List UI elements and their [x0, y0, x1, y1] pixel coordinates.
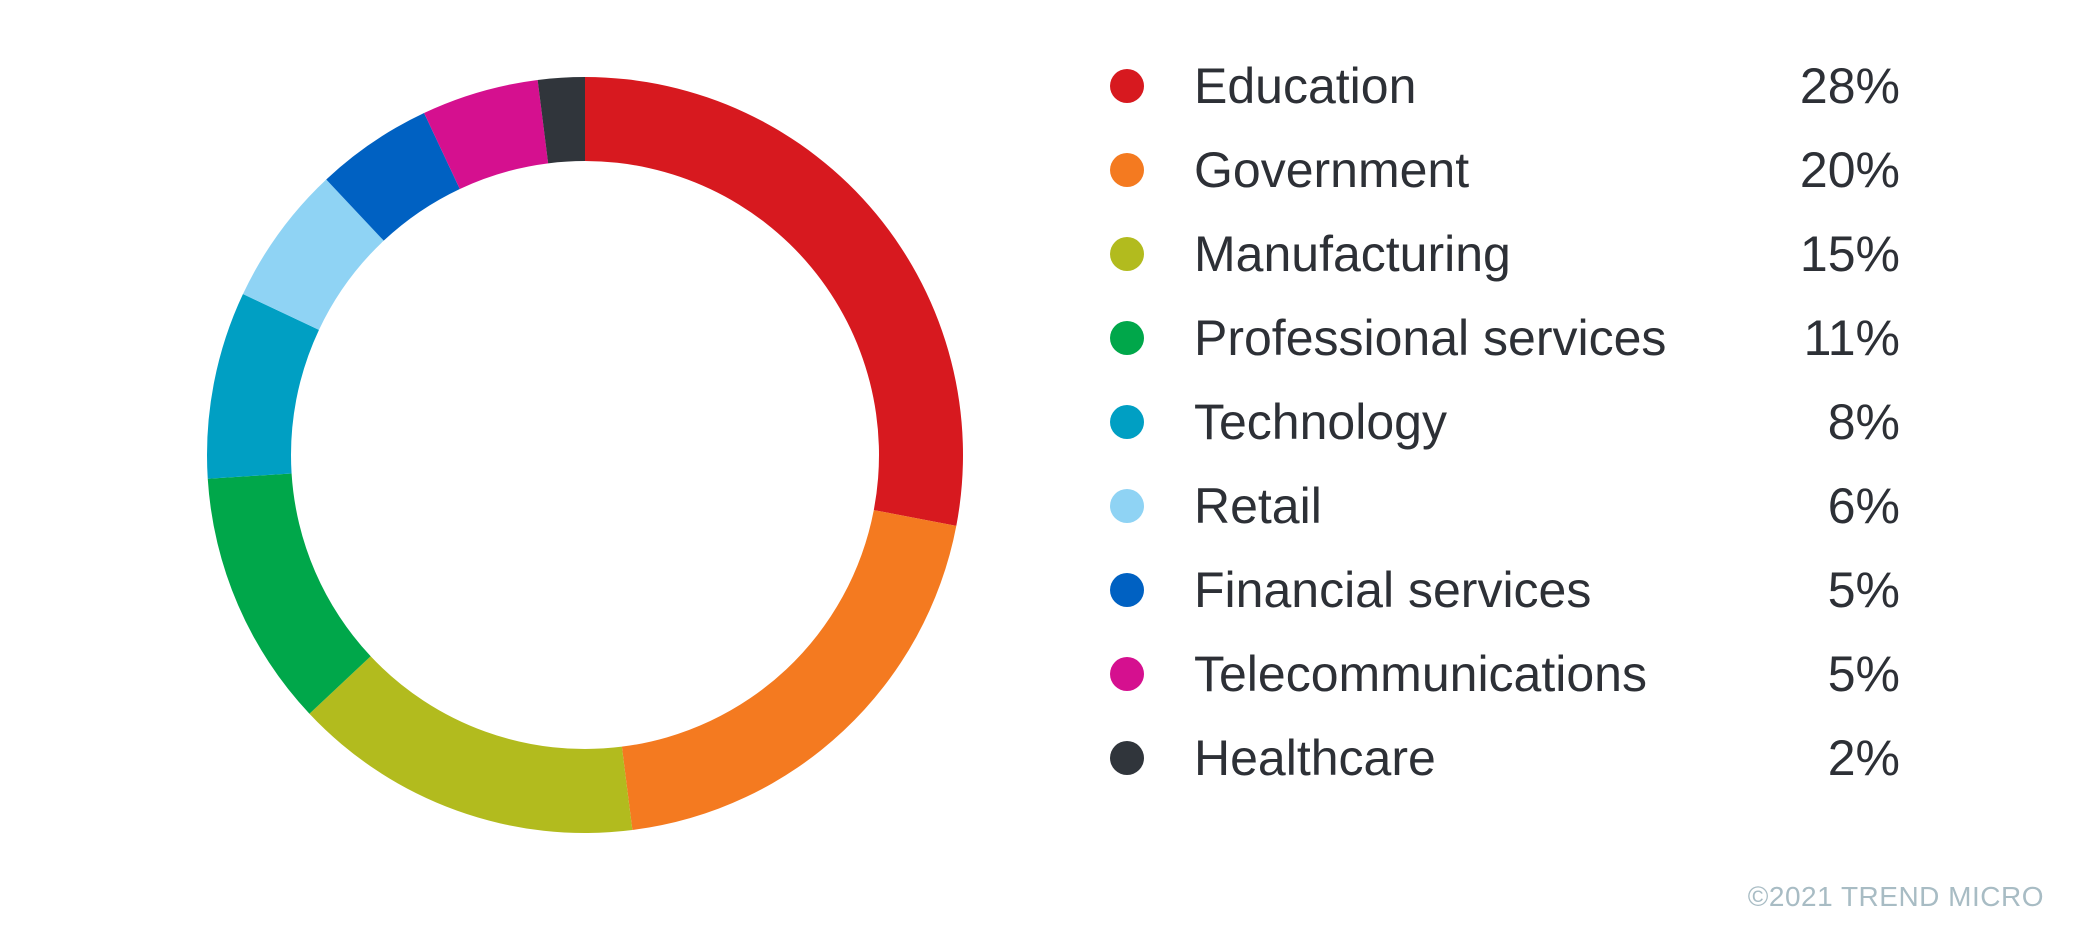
legend-swatch-professional-services [1110, 321, 1144, 355]
legend-label-government: Government [1194, 142, 1470, 198]
legend-value-government: 20% [1799, 142, 1900, 198]
legend-swatch-education [1110, 69, 1144, 103]
legend-swatch-government [1110, 153, 1144, 187]
legend-item-financial-services: Financial services 5% [1100, 548, 1900, 632]
legend-label-telecommunications: Telecommunications [1194, 646, 1647, 702]
legend-value-professional-services: 11% [1803, 310, 1900, 366]
legend-label-professional-services: Professional services [1194, 310, 1667, 366]
legend-label-technology: Technology [1194, 394, 1447, 450]
legend-value-technology: 8% [1827, 394, 1900, 450]
legend-label-financial-services: Financial services [1194, 562, 1592, 618]
copyright-notice: ©2021 TREND MICRO [1747, 881, 2044, 912]
legend-swatch-healthcare [1110, 741, 1144, 775]
legend-label-retail: Retail [1194, 478, 1322, 534]
legend-item-manufacturing: Manufacturing 15% [1100, 212, 1900, 296]
legend-value-education: 28% [1799, 58, 1900, 114]
donut-slice-technology [206, 294, 319, 479]
legend-label-manufacturing: Manufacturing [1194, 226, 1511, 282]
legend-swatch-technology [1110, 405, 1144, 439]
donut-slice-healthcare [537, 77, 585, 164]
legend-item-education: Education 28% [1100, 44, 1900, 128]
legend-item-retail: Retail 6% [1100, 464, 1900, 548]
legend-swatch-financial-services [1110, 573, 1144, 607]
legend-value-manufacturing: 15% [1799, 226, 1900, 282]
legend-value-financial-services: 5% [1827, 562, 1900, 618]
legend-value-retail: 6% [1827, 478, 1900, 534]
legend-swatch-retail [1110, 489, 1144, 523]
legend-item-telecommunications: Telecommunications 5% [1100, 632, 1900, 716]
legend-value-healthcare: 2% [1827, 730, 1900, 786]
legend-item-technology: Technology 8% [1100, 380, 1900, 464]
legend-value-telecommunications: 5% [1827, 646, 1900, 702]
legend: Education 28% Government 20% Manufacturi… [1100, 44, 1900, 800]
donut-slice-financial-services [326, 112, 460, 241]
donut-chart [206, 77, 963, 833]
legend-label-healthcare: Healthcare [1194, 730, 1436, 786]
donut-slice-education [585, 77, 963, 526]
legend-item-professional-services: Professional services 11% [1100, 296, 1900, 380]
donut-slice-manufacturing [309, 656, 633, 833]
legend-item-healthcare: Healthcare 2% [1100, 716, 1900, 800]
legend-swatch-manufacturing [1110, 237, 1144, 271]
legend-label-education: Education [1194, 58, 1417, 114]
legend-swatch-telecommunications [1110, 657, 1144, 691]
legend-item-government: Government 20% [1100, 128, 1900, 212]
donut-slice-telecommunications [424, 79, 549, 189]
donut-slice-professional-services [207, 473, 371, 714]
donut-slice-retail [242, 179, 384, 330]
donut-slice-government [621, 510, 957, 831]
